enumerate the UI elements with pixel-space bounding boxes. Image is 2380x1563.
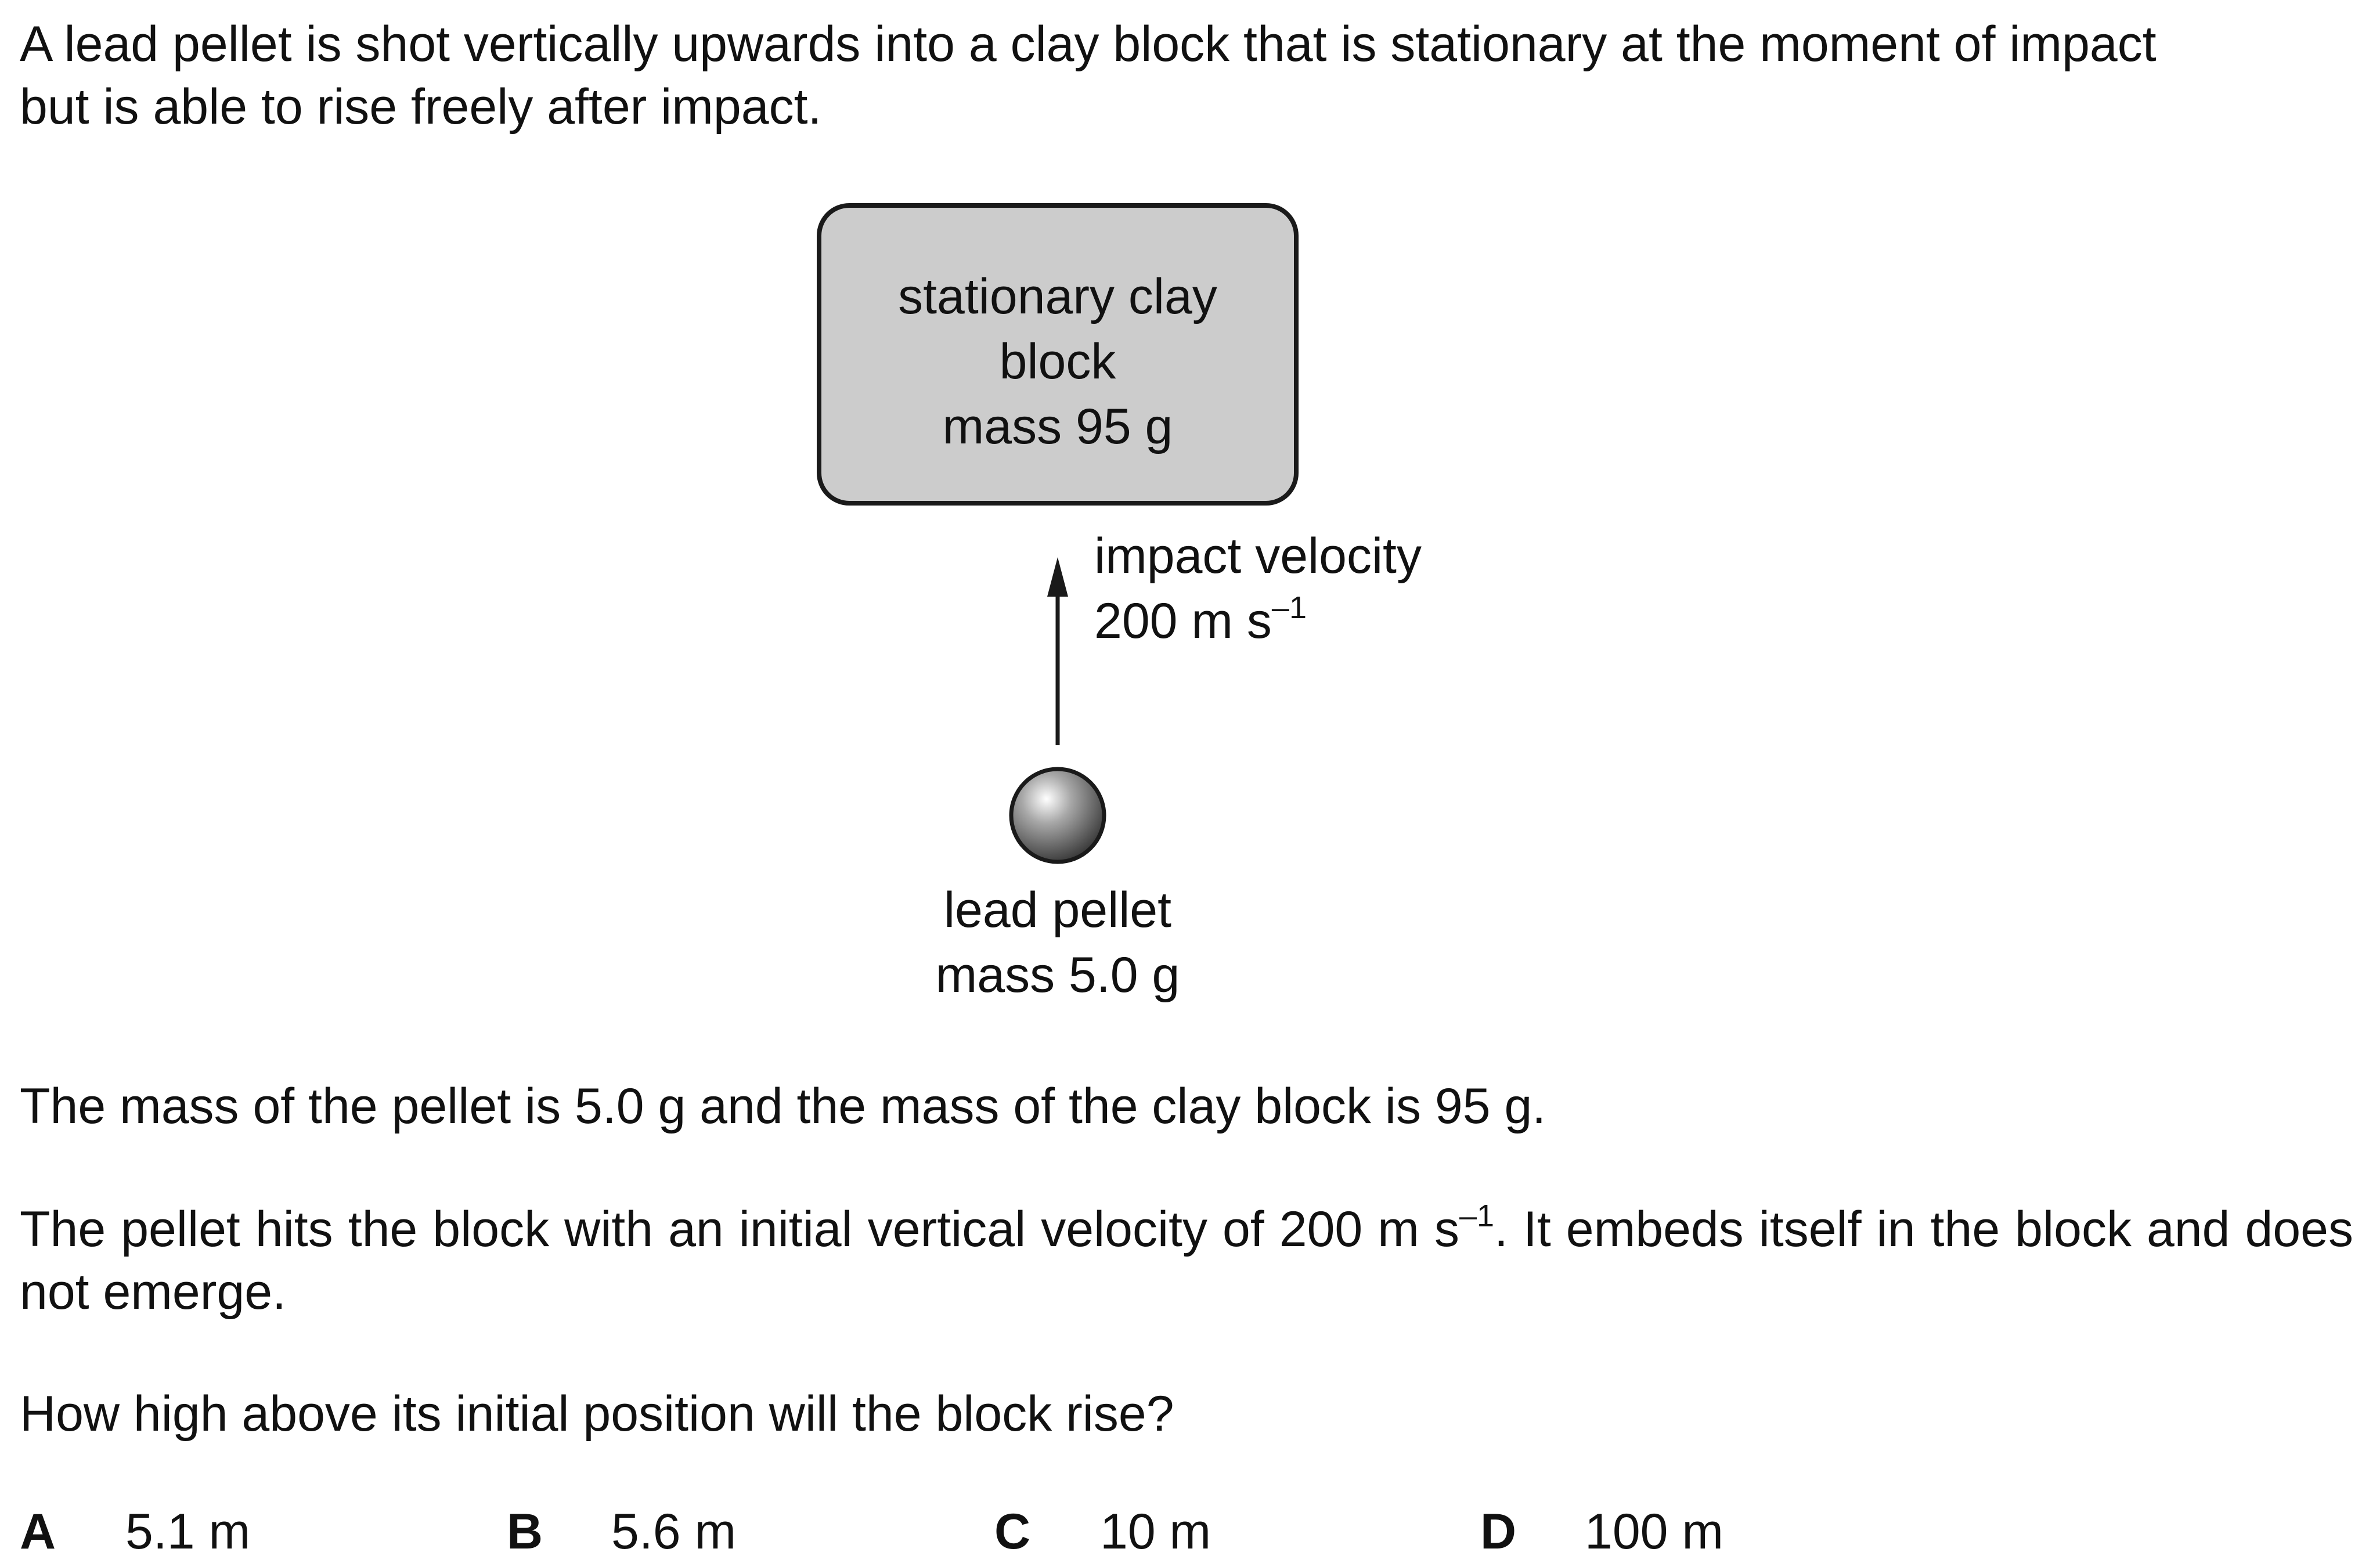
option-a-value: 5.1 m (125, 1504, 251, 1560)
impact-velocity-label-line-1: impact velocity (1094, 528, 1422, 584)
impact-velocity-value: 200 m s (1094, 593, 1272, 649)
lead-pellet (1009, 767, 1106, 864)
question-intro-line-1: A lead pellet is shot vertically upwards… (20, 16, 2157, 72)
lead-pellet-label-line-2: mass 5.0 g (935, 947, 1180, 1003)
option-d[interactable]: D 100 m (1480, 1500, 1723, 1563)
velocity-statement-part-1: The pellet hits the block with an initia… (20, 1201, 1459, 1257)
question-intro-line-2: but is able to rise freely after impact. (20, 79, 822, 135)
option-a-letter: A (20, 1504, 56, 1560)
impact-velocity-label: impact velocity 200 m s–1 (1094, 524, 1559, 654)
lead-pellet-label: lead pellet mass 5.0 g (825, 878, 1290, 1008)
clay-block-label-line-2: block (999, 334, 1116, 389)
clay-block (817, 203, 1299, 506)
impact-velocity-label-line-2: 200 m s–1 (1094, 589, 1559, 654)
velocity-statement: The pellet hits the block with an initia… (20, 1198, 2353, 1323)
mass-statement: The mass of the pellet is 5.0 g and the … (20, 1078, 1546, 1134)
option-c-value: 10 m (1100, 1504, 1211, 1560)
collision-diagram (817, 203, 1299, 864)
option-b-value: 5.6 m (611, 1504, 737, 1560)
impact-velocity-exponent: –1 (1271, 590, 1307, 625)
option-b[interactable]: B 5.6 m (507, 1500, 736, 1563)
velocity-statement-part-2: . It embeds itself in the block and does… (20, 1201, 2353, 1320)
velocity-statement-exponent: –1 (1459, 1199, 1495, 1233)
option-d-value: 100 m (1585, 1504, 1724, 1560)
clay-block-label: stationary clay block mass 95 g (819, 264, 1296, 459)
option-a[interactable]: A 5.1 m (20, 1500, 250, 1563)
option-b-letter: B (507, 1504, 543, 1560)
clay-block-label-line-3: mass 95 g (942, 399, 1173, 454)
question-prompt: How high above its initial position will… (20, 1386, 1174, 1442)
option-d-letter: D (1480, 1504, 1517, 1560)
clay-block-label-line-1: stationary clay (898, 269, 1217, 324)
option-c[interactable]: C 10 m (994, 1500, 1211, 1563)
option-c-letter: C (994, 1504, 1031, 1560)
lead-pellet-label-line-1: lead pellet (943, 882, 1172, 938)
velocity-arrow-head (1047, 557, 1068, 597)
